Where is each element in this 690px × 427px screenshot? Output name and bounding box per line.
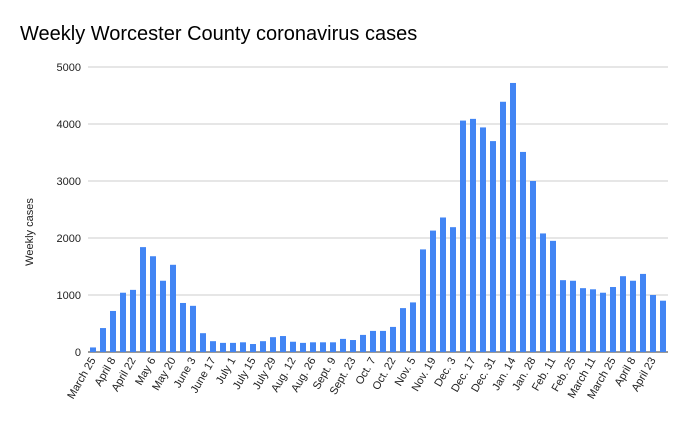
bar	[310, 342, 316, 352]
bar	[520, 151, 526, 352]
bar	[250, 344, 256, 352]
bar	[260, 341, 266, 352]
bar	[330, 342, 336, 352]
bar	[500, 101, 506, 353]
bar	[530, 181, 536, 352]
bar	[320, 342, 326, 352]
bar	[620, 276, 626, 352]
bar	[340, 338, 346, 352]
bar	[660, 300, 666, 352]
bar	[370, 330, 376, 352]
bar	[580, 288, 586, 352]
bar	[630, 280, 636, 352]
bar	[550, 240, 556, 352]
bar	[210, 341, 216, 352]
bar	[300, 342, 306, 352]
bar	[430, 230, 436, 352]
y-tick-label: 2000	[57, 233, 81, 245]
bar	[450, 227, 456, 352]
bar	[380, 330, 386, 352]
bar	[110, 310, 116, 352]
bar	[570, 280, 576, 352]
bar	[410, 302, 416, 352]
bar	[510, 82, 516, 353]
y-tick-label: 5000	[57, 62, 81, 74]
bar	[270, 337, 276, 352]
bar	[460, 120, 466, 352]
bar	[90, 347, 96, 352]
bar	[400, 308, 406, 352]
bar	[390, 326, 396, 352]
bar	[130, 289, 136, 352]
bar	[150, 256, 156, 352]
bar	[640, 273, 646, 352]
bar	[180, 302, 186, 352]
bar	[480, 127, 486, 352]
bar	[240, 342, 246, 352]
y-tick-label: 1000	[57, 290, 81, 302]
bar	[590, 289, 596, 352]
bar	[280, 336, 286, 352]
y-tick-label: 4000	[57, 119, 81, 131]
bar	[170, 264, 176, 352]
bar	[490, 141, 496, 352]
bar	[440, 217, 446, 352]
y-tick-label: 0	[75, 347, 81, 359]
bar	[290, 341, 296, 352]
bar	[190, 305, 196, 352]
bar	[230, 342, 236, 352]
bar	[200, 333, 206, 352]
x-tick-label: March 25	[65, 356, 98, 402]
bar	[350, 340, 356, 352]
bar	[420, 249, 426, 352]
bar	[160, 280, 166, 352]
bar	[560, 280, 566, 352]
bar	[120, 292, 126, 352]
bar	[600, 292, 606, 352]
bar	[650, 295, 656, 352]
y-axis-label: Weekly cases	[24, 198, 36, 266]
bar	[220, 342, 226, 352]
bar	[540, 233, 546, 352]
bar	[140, 247, 146, 352]
chart-title: Weekly Worcester County coronavirus case…	[20, 23, 417, 45]
y-tick-label: 3000	[57, 176, 81, 188]
bar	[610, 287, 616, 352]
bar	[100, 328, 106, 352]
bar	[470, 118, 476, 353]
bar	[360, 334, 366, 352]
